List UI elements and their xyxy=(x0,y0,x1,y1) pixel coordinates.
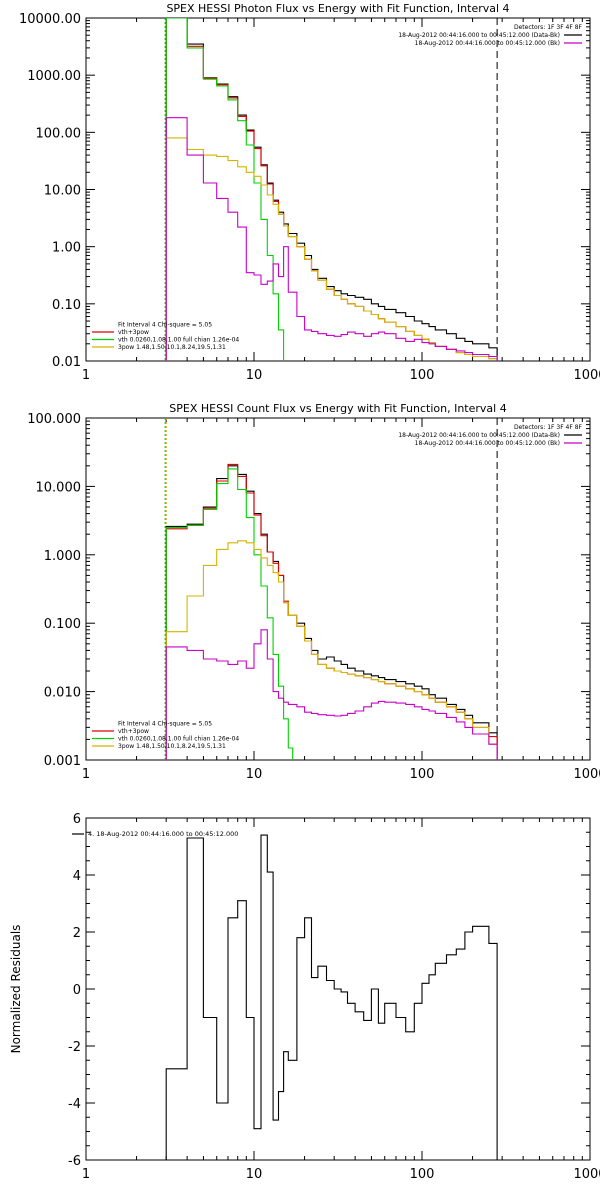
series-residuals xyxy=(165,834,498,1160)
series-group xyxy=(165,18,498,361)
y-axis-label: Normalized Residuals xyxy=(9,925,23,1054)
series-fit xyxy=(165,18,498,361)
x-tick-label: 1000 xyxy=(573,767,600,782)
legend-entry-text: Fit Interval 4 Chi-square = 5.05 xyxy=(118,721,212,728)
y-tick-label: 10.000 xyxy=(36,480,82,495)
legend-entry-text: Detectors: 1F 3F 4F 8F xyxy=(514,424,583,431)
y-tick-label: 100.00 xyxy=(36,126,82,141)
series-group xyxy=(165,463,498,760)
y-tick-label: 0.100 xyxy=(44,617,81,632)
y-tick-label: 0.001 xyxy=(44,754,81,769)
y-tick-label: 6 xyxy=(73,812,81,827)
chart-panel-3: Normalized Residuals 1 10 100 1000 -6 -4 -2 0 2 4 6… xyxy=(9,812,600,1182)
y-tick-label: 0.010 xyxy=(44,686,81,701)
series-data xyxy=(165,18,498,361)
plot-frame xyxy=(85,17,591,362)
y-tick-label: 10.00 xyxy=(44,184,81,199)
legend-entry-text: 18-Aug-2012 00:44:16.000 to 00:45:12.000… xyxy=(398,432,560,439)
legend-entry-text: 18-Aug-2012 00:44:16.000 to 00:45:12.000… xyxy=(398,32,560,39)
x-tick-label: 100 xyxy=(410,1167,435,1182)
series-background xyxy=(165,117,498,361)
legend-entry-text: 18-Aug-2012 00:44:16.000 to 00:45:12.000… xyxy=(415,40,560,47)
series-background xyxy=(165,629,498,760)
y-tick-label: 0.01 xyxy=(52,355,81,370)
series-group xyxy=(165,834,498,1160)
x-tick-label: 10 xyxy=(246,1167,263,1182)
y-tick-label: -2 xyxy=(68,1040,81,1055)
y-tick-label: 1.00 xyxy=(52,241,81,256)
legend-entry-text: vth 0.0260,1.08,1.00 full chian 1.26e-04 xyxy=(118,337,239,344)
chart-title: SPEX HESSI Photon Flux vs Energy with Fi… xyxy=(166,2,509,15)
y-tick-label: 1.000 xyxy=(44,549,81,564)
legend-entry-text: vth+3pow xyxy=(118,728,149,735)
chart-title: SPEX HESSI Count Flux vs Energy with Fit… xyxy=(169,402,506,415)
x-tick-label: 1000 xyxy=(573,1167,600,1182)
x-tick-label: 1 xyxy=(82,368,90,383)
legend-entry-text: Fit Interval 4 Chi-square = 5.05 xyxy=(118,322,212,329)
legend-entry-text: 3pow 1.48,1.50,10.1,8.24,19.5,1.31 xyxy=(118,344,226,351)
x-tick-label: 1000 xyxy=(573,368,600,383)
y-tick-label: 10000.00 xyxy=(19,12,81,27)
series-thermal xyxy=(165,18,289,361)
x-tick-label: 1 xyxy=(82,1167,90,1182)
legend-entry-text: vth 0.0260,1.08,1.00 full chian 1.26e-04 xyxy=(118,736,239,743)
y-tick-label: 0.10 xyxy=(52,298,81,313)
series-powerlaw xyxy=(165,137,498,361)
chart-panel-2: SPEX HESSI Count Flux vs Energy with Fit… xyxy=(27,402,600,782)
y-tick-label: 1000.00 xyxy=(27,69,81,84)
legend-entry-text: vth+3pow xyxy=(118,329,149,336)
series-thermal xyxy=(165,468,294,760)
y-tick-label: -6 xyxy=(68,1154,81,1169)
legend-entry-text: 3pow 1.48,1.50,10.1,8.24,19.5,1.31 xyxy=(118,743,226,750)
x-tick-label: 10 xyxy=(246,368,263,383)
x-tick-label: 100 xyxy=(410,368,435,383)
plot-frame xyxy=(85,417,591,761)
y-tick-label: 2 xyxy=(73,926,81,941)
chart-panel-1: SPEX HESSI Photon Flux vs Energy with Fi… xyxy=(19,2,600,383)
legend-entry-text: 4. 18-Aug-2012 00:44:16.000 to 00:45:12.… xyxy=(88,830,238,838)
legend-entry-text: 18-Aug-2012 00:44:16.000 to 00:45:12.000… xyxy=(415,440,560,447)
y-tick-label: 0 xyxy=(73,983,81,998)
series-powerlaw xyxy=(165,540,498,760)
x-tick-label: 100 xyxy=(410,767,435,782)
y-tick-label: -4 xyxy=(68,1097,81,1112)
legend-entry-text: Detectors: 1F 3F 4F 8F xyxy=(514,24,583,31)
y-tick-label: 4 xyxy=(73,869,81,884)
x-tick-label: 10 xyxy=(246,767,263,782)
x-tick-label: 1 xyxy=(82,767,90,782)
y-tick-label: 100.000 xyxy=(27,412,81,427)
